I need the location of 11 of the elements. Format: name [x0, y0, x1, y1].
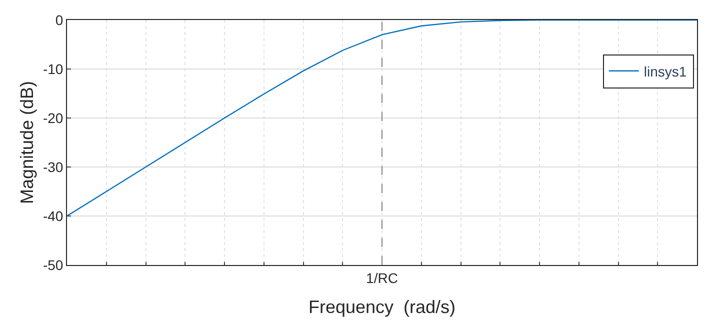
y-tick-label: -40 [42, 208, 64, 224]
legend-label: linsys1 [644, 63, 687, 80]
line-series [67, 20, 697, 217]
x-axis-title: Frequency (rad/s) [308, 296, 456, 317]
x-tick-label: 1/RC [366, 270, 398, 286]
y-tick-label: -30 [42, 158, 64, 175]
y-tick-label: 0 [55, 12, 64, 28]
y-axis-title: Magnitude (dB) [17, 80, 38, 204]
y-tick-label: -50 [42, 256, 64, 273]
y-tick-label: -20 [42, 110, 64, 126]
y-tick-label: -10 [42, 60, 64, 77]
